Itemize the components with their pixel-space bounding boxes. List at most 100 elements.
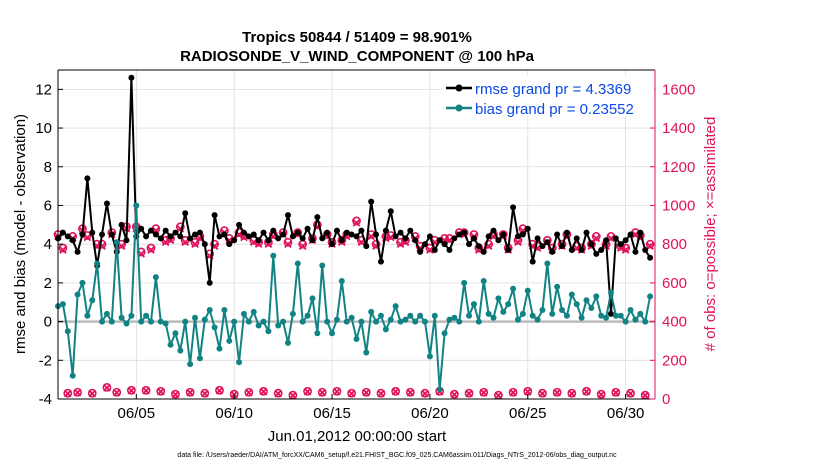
- rmse-point: [549, 248, 556, 255]
- rmse-point: [387, 208, 394, 215]
- bias-point: [319, 262, 326, 269]
- bias-point: [211, 324, 218, 331]
- rmse-point: [485, 233, 492, 240]
- rmse-point: [505, 246, 512, 253]
- y-left-tick-label: 6: [44, 197, 52, 214]
- rmse-point: [436, 237, 443, 244]
- obs-assimilated-marker: [514, 238, 522, 247]
- obs-possible-marker: [190, 237, 200, 247]
- rmse-point: [588, 241, 595, 248]
- obs-possible-marker: [73, 387, 82, 397]
- obs-possible-marker: [611, 387, 621, 397]
- bias-point: [240, 310, 247, 317]
- rmse-point: [89, 229, 96, 236]
- bias-point: [387, 316, 394, 323]
- rmse-point: [338, 237, 345, 244]
- rmse-point: [280, 231, 287, 238]
- bias-point: [368, 308, 375, 315]
- obs-possible-marker: [156, 386, 166, 396]
- rmse-point: [534, 235, 541, 242]
- bias-point: [627, 306, 634, 313]
- obs-possible-marker: [498, 230, 508, 239]
- obs-possible-marker: [484, 239, 494, 249]
- rmse-point: [255, 237, 262, 244]
- bias-point: [103, 310, 110, 317]
- y-axis-left-label: rmse and bias (model - observation): [12, 114, 29, 354]
- obs-assimilated-marker: [181, 238, 190, 247]
- obs-assimilated-marker: [465, 389, 473, 398]
- rmse-point: [607, 310, 614, 317]
- bias-point: [568, 291, 575, 298]
- obs-possible-marker: [185, 387, 195, 397]
- obs-possible-marker: [591, 232, 601, 241]
- rmse-point: [573, 235, 580, 242]
- rmse-point: [397, 229, 404, 236]
- bias-point: [593, 293, 600, 300]
- obs-assimilated-marker: [426, 246, 434, 254]
- obs-possible-marker: [352, 216, 361, 226]
- bias-point: [348, 314, 355, 321]
- obs-possible-marker: [552, 387, 562, 397]
- bias-point: [441, 330, 448, 337]
- obs-possible-marker: [244, 387, 254, 397]
- rmse-point: [84, 175, 91, 182]
- obs-possible-marker: [200, 388, 210, 398]
- rmse-point: [231, 237, 238, 244]
- bias-point: [412, 318, 419, 325]
- bias-point: [456, 318, 463, 325]
- obs-assimilated-marker: [553, 388, 561, 397]
- bias-point: [236, 359, 243, 366]
- obs-possible-marker: [420, 388, 430, 398]
- obs-possible-marker: [259, 386, 268, 396]
- legend-rmse-marker: [455, 84, 463, 92]
- rmse-point: [446, 246, 453, 253]
- rmse-point: [74, 248, 81, 255]
- bias-point: [426, 353, 433, 360]
- rmse-point: [480, 248, 487, 255]
- y-right-tick-label: 0: [662, 391, 670, 408]
- obs-assimilated-marker: [142, 386, 150, 395]
- x-tick-label: 06/20: [411, 405, 449, 422]
- obs-assimilated-marker: [362, 388, 371, 397]
- rmse-point: [118, 221, 125, 228]
- rmse-point: [304, 225, 311, 232]
- obs-assimilated-marker: [259, 387, 268, 396]
- legend-bias-marker: [455, 104, 463, 112]
- obs-assimilated-marker: [186, 388, 194, 397]
- bias-point: [118, 314, 125, 321]
- rmse-point: [407, 227, 414, 234]
- obs-assimilated-marker: [215, 386, 224, 395]
- rmse-point: [348, 231, 355, 238]
- bias-point: [333, 316, 340, 323]
- rmse-point: [294, 229, 301, 236]
- obs-possible-marker: [293, 228, 303, 237]
- bias-point: [642, 318, 649, 325]
- obs-assimilated-marker: [191, 240, 199, 249]
- bias-point: [226, 337, 233, 344]
- bias-point: [187, 361, 194, 368]
- y-left-tick-label: 2: [44, 275, 52, 292]
- bias-point: [377, 312, 384, 319]
- bias-point: [231, 318, 238, 325]
- obs-possible-marker: [87, 388, 97, 398]
- bias-point: [382, 326, 389, 333]
- bias-point: [480, 277, 487, 284]
- bias-point: [519, 310, 526, 317]
- bias-point: [162, 320, 169, 327]
- obs-assimilated-marker: [421, 389, 429, 398]
- obs-assimilated-marker: [63, 389, 72, 398]
- chart-subtitle: RADIOSONDE_V_WIND_COMPONENT @ 100 hPa: [180, 48, 535, 65]
- bias-point: [64, 328, 71, 335]
- bias-point: [563, 312, 570, 319]
- axes: 06/05 06/10 06/15 06/20 06/25 06/30 -4 -2 0 2 4 6 8 1…: [35, 69, 695, 422]
- obs-assimilated-marker: [171, 390, 180, 399]
- rmse-point: [422, 241, 429, 248]
- rmse-point: [245, 233, 252, 240]
- bias-point: [490, 314, 497, 321]
- bias-point: [177, 347, 184, 354]
- rmse-point: [260, 229, 267, 236]
- x-tick-label: 06/05: [118, 405, 156, 422]
- obs-assimilated-marker: [298, 242, 307, 250]
- obs-possible-marker: [582, 386, 591, 396]
